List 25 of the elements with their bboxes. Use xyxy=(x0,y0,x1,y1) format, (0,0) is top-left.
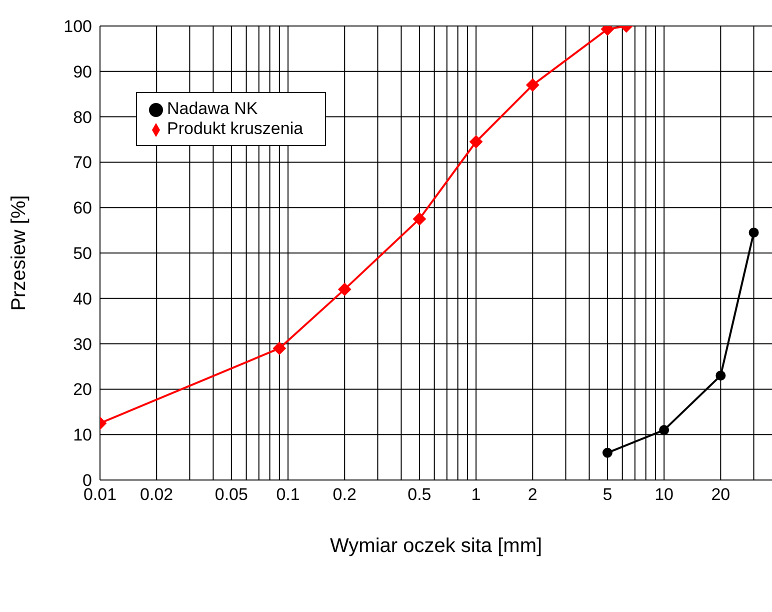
x-tick-label: 0.05 xyxy=(214,485,248,504)
y-tick-label: 90 xyxy=(73,62,92,82)
x-tick-label: 0.02 xyxy=(140,485,174,504)
y-tick-label: 50 xyxy=(73,244,92,264)
x-tick-label: 0.01 xyxy=(83,485,117,504)
legend-label: Produkt kruszenia xyxy=(167,119,304,138)
y-tick-label: 20 xyxy=(73,380,92,400)
x-tick-label: 2 xyxy=(528,485,538,504)
y-tick-label: 80 xyxy=(73,108,92,127)
y-tick-label: 10 xyxy=(73,426,92,445)
y-tick-label: 70 xyxy=(73,153,92,172)
x-tick-label: 10 xyxy=(654,485,674,504)
x-tick-label: 1 xyxy=(471,485,481,504)
y-tick-label: 30 xyxy=(73,334,92,354)
x-tick-label: 0.5 xyxy=(408,485,432,504)
x-tick-label: 0.2 xyxy=(332,485,356,504)
legend-label: Nadawa NK xyxy=(167,99,258,118)
x-tick-label: 20 xyxy=(711,485,730,504)
y-tick-label: 40 xyxy=(73,289,92,308)
y-tick-label: 100 xyxy=(64,17,92,36)
x-axis-title: Wymiar oczek sita [mm] xyxy=(330,535,542,557)
x-tick-label: 0.1 xyxy=(276,485,300,504)
y-tick-label: 60 xyxy=(73,198,92,218)
x-tick-label: 5 xyxy=(602,485,612,504)
y-axis-title: Przesiew [%] xyxy=(8,195,30,311)
